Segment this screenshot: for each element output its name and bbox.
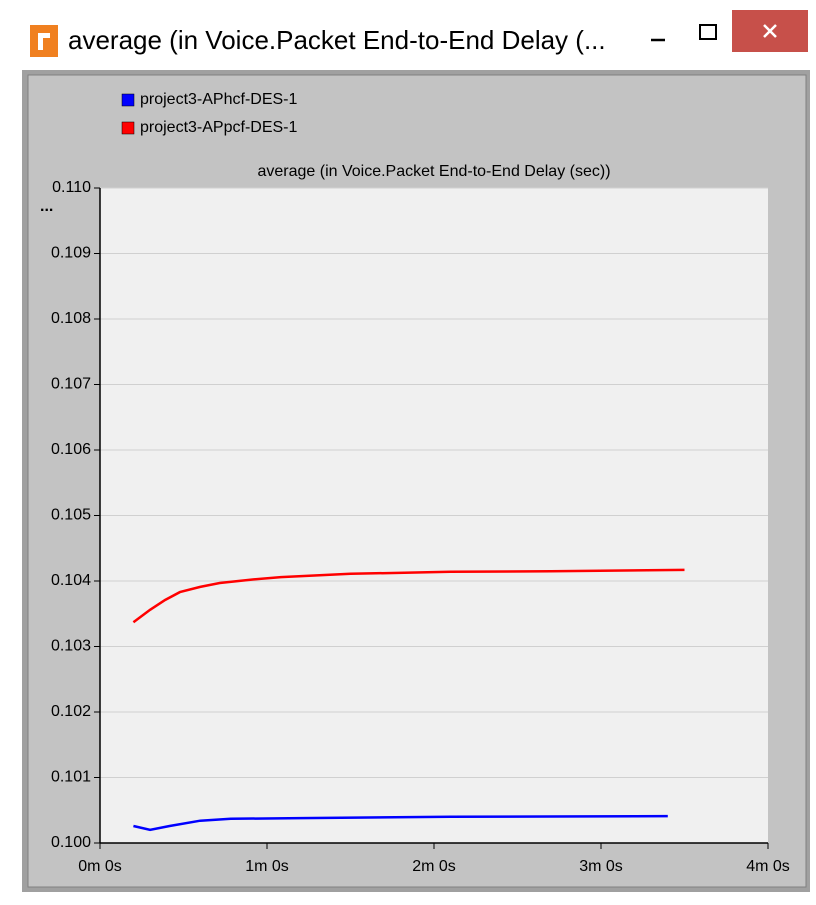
y-tick-label: 0.102 bbox=[51, 703, 91, 720]
series-line bbox=[133, 814, 668, 832]
y-tick-label: 0.105 bbox=[51, 507, 91, 524]
y-tick-label: 0.110 bbox=[52, 179, 91, 196]
series-line bbox=[132, 568, 685, 624]
legend-swatch bbox=[121, 121, 135, 135]
y-tick-label: 0.103 bbox=[51, 638, 91, 655]
maximize-button[interactable] bbox=[699, 24, 717, 40]
y-tick-label: 0.108 bbox=[51, 310, 91, 327]
x-tick-label: 4m 0s bbox=[746, 858, 790, 875]
x-tick-label: 1m 0s bbox=[245, 858, 289, 875]
legend-label: project3-APpcf-DES-1 bbox=[140, 119, 297, 136]
y-tick-label: 0.104 bbox=[51, 572, 91, 589]
x-tick-label: 3m 0s bbox=[579, 858, 623, 875]
legend-swatch bbox=[121, 93, 135, 107]
y-tick-label: 0.107 bbox=[51, 376, 91, 393]
y-tick-label: 0.106 bbox=[51, 441, 91, 458]
x-tick-label: 0m 0s bbox=[78, 858, 122, 875]
app-icon bbox=[30, 25, 58, 57]
y-tick-label: 0.109 bbox=[51, 245, 91, 262]
close-icon bbox=[763, 24, 777, 38]
x-tick-label: 2m 0s bbox=[412, 858, 456, 875]
y-tick-label: 0.100 bbox=[51, 834, 91, 851]
chart-title: average (in Voice.Packet End-to-End Dela… bbox=[257, 163, 610, 180]
legend-label: project3-APhcf-DES-1 bbox=[140, 91, 297, 108]
app-icon-glyph bbox=[38, 33, 50, 50]
y-tick-label: 0.101 bbox=[51, 769, 91, 786]
y-marker: ... bbox=[40, 198, 53, 215]
window-title: average (in Voice.Packet End-to-End Dela… bbox=[68, 25, 606, 55]
